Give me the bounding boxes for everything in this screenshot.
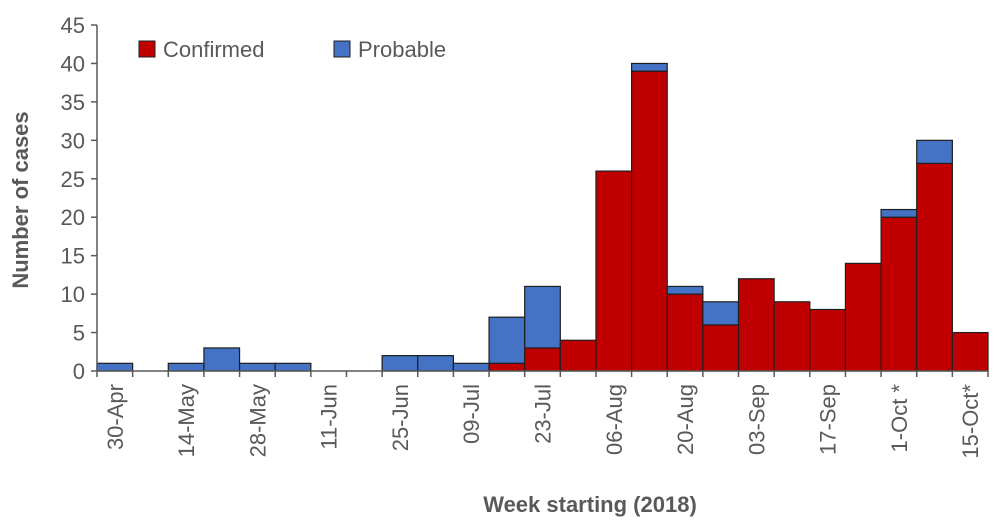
bar-confirmed-18 bbox=[737, 278, 775, 372]
x-tick-label: 09-Jul bbox=[459, 384, 484, 444]
bar-probable-4 bbox=[238, 362, 276, 372]
legend-swatch-probable bbox=[333, 40, 351, 58]
y-tick-label: 15 bbox=[61, 244, 85, 269]
bar-confirmed-17 bbox=[702, 324, 740, 372]
x-ticks-group: 30-Apr 14-May 28-May 11-Jun 25-Jun 09-Jul 23-J… bbox=[96, 371, 989, 459]
x-tick-label: 06-Aug bbox=[602, 384, 627, 455]
y-tick-label: 10 bbox=[61, 282, 85, 307]
y-axis-title: Number of cases bbox=[8, 111, 33, 288]
x-tick-label: 30-Apr bbox=[103, 384, 128, 450]
bar-probable-17 bbox=[702, 301, 740, 326]
bar-probable-16 bbox=[666, 285, 704, 295]
bar-probable-0 bbox=[96, 362, 134, 372]
axes-group bbox=[96, 25, 988, 372]
legend-label-probable: Probable bbox=[358, 37, 446, 62]
bar-confirmed-16 bbox=[666, 293, 704, 372]
y-ticks-group: 0 5 10 15 20 25 30 35 40 45 bbox=[61, 13, 97, 384]
bars-group bbox=[96, 62, 989, 372]
bar-confirmed-20 bbox=[809, 308, 847, 372]
bar-probable-11 bbox=[488, 316, 526, 364]
bar-confirmed-19 bbox=[773, 301, 811, 372]
bar-probable-8 bbox=[381, 355, 419, 372]
x-tick-label: 25-Jun bbox=[388, 384, 413, 451]
x-tick-label: 17-Sep bbox=[816, 384, 841, 455]
y-tick-label: 20 bbox=[61, 205, 85, 230]
bar-probable-2 bbox=[167, 362, 205, 372]
bar-probable-3 bbox=[203, 347, 241, 372]
bar-confirmed-14 bbox=[595, 170, 633, 372]
bar-confirmed-23 bbox=[916, 162, 953, 372]
legend: Confirmed Probable bbox=[138, 37, 446, 62]
x-tick-label: 20-Aug bbox=[673, 384, 698, 455]
x-axis-title: Week starting (2018) bbox=[483, 492, 697, 517]
x-tick-label: 14-May bbox=[174, 384, 199, 457]
bar-confirmed-13 bbox=[559, 339, 597, 372]
y-tick-label: 5 bbox=[73, 321, 85, 346]
x-tick-label: 15-Oct* bbox=[958, 384, 983, 459]
bar-confirmed-15 bbox=[630, 70, 668, 372]
bar-confirmed-12 bbox=[524, 347, 561, 372]
bar-probable-23 bbox=[916, 139, 953, 164]
y-tick-label: 25 bbox=[61, 167, 85, 192]
x-tick-label: 03-Sep bbox=[744, 384, 769, 455]
x-tick-label: 11-Jun bbox=[317, 384, 342, 450]
y-tick-label: 0 bbox=[73, 359, 85, 384]
bar-confirmed-11 bbox=[488, 362, 526, 372]
x-tick-label: 23-Jul bbox=[531, 384, 556, 444]
bar-confirmed-22 bbox=[880, 216, 918, 372]
y-tick-label: 40 bbox=[61, 51, 85, 76]
x-tick-label: 28-May bbox=[245, 384, 270, 457]
bar-probable-5 bbox=[274, 362, 312, 372]
x-tick-label: 1-Oct * bbox=[887, 384, 912, 453]
legend-label-confirmed: Confirmed bbox=[163, 37, 264, 62]
y-tick-label: 30 bbox=[61, 128, 85, 153]
bar-probable-10 bbox=[452, 362, 490, 372]
y-tick-label: 45 bbox=[61, 13, 85, 38]
bar-confirmed-21 bbox=[844, 262, 882, 372]
bar-confirmed-24 bbox=[951, 331, 989, 372]
bar-probable-12 bbox=[524, 285, 561, 349]
legend-swatch-confirmed bbox=[138, 40, 156, 58]
bar-probable-22 bbox=[880, 208, 918, 218]
y-tick-label: 35 bbox=[61, 90, 85, 115]
bar-probable-9 bbox=[417, 355, 455, 372]
bar-probable-15 bbox=[630, 62, 668, 72]
